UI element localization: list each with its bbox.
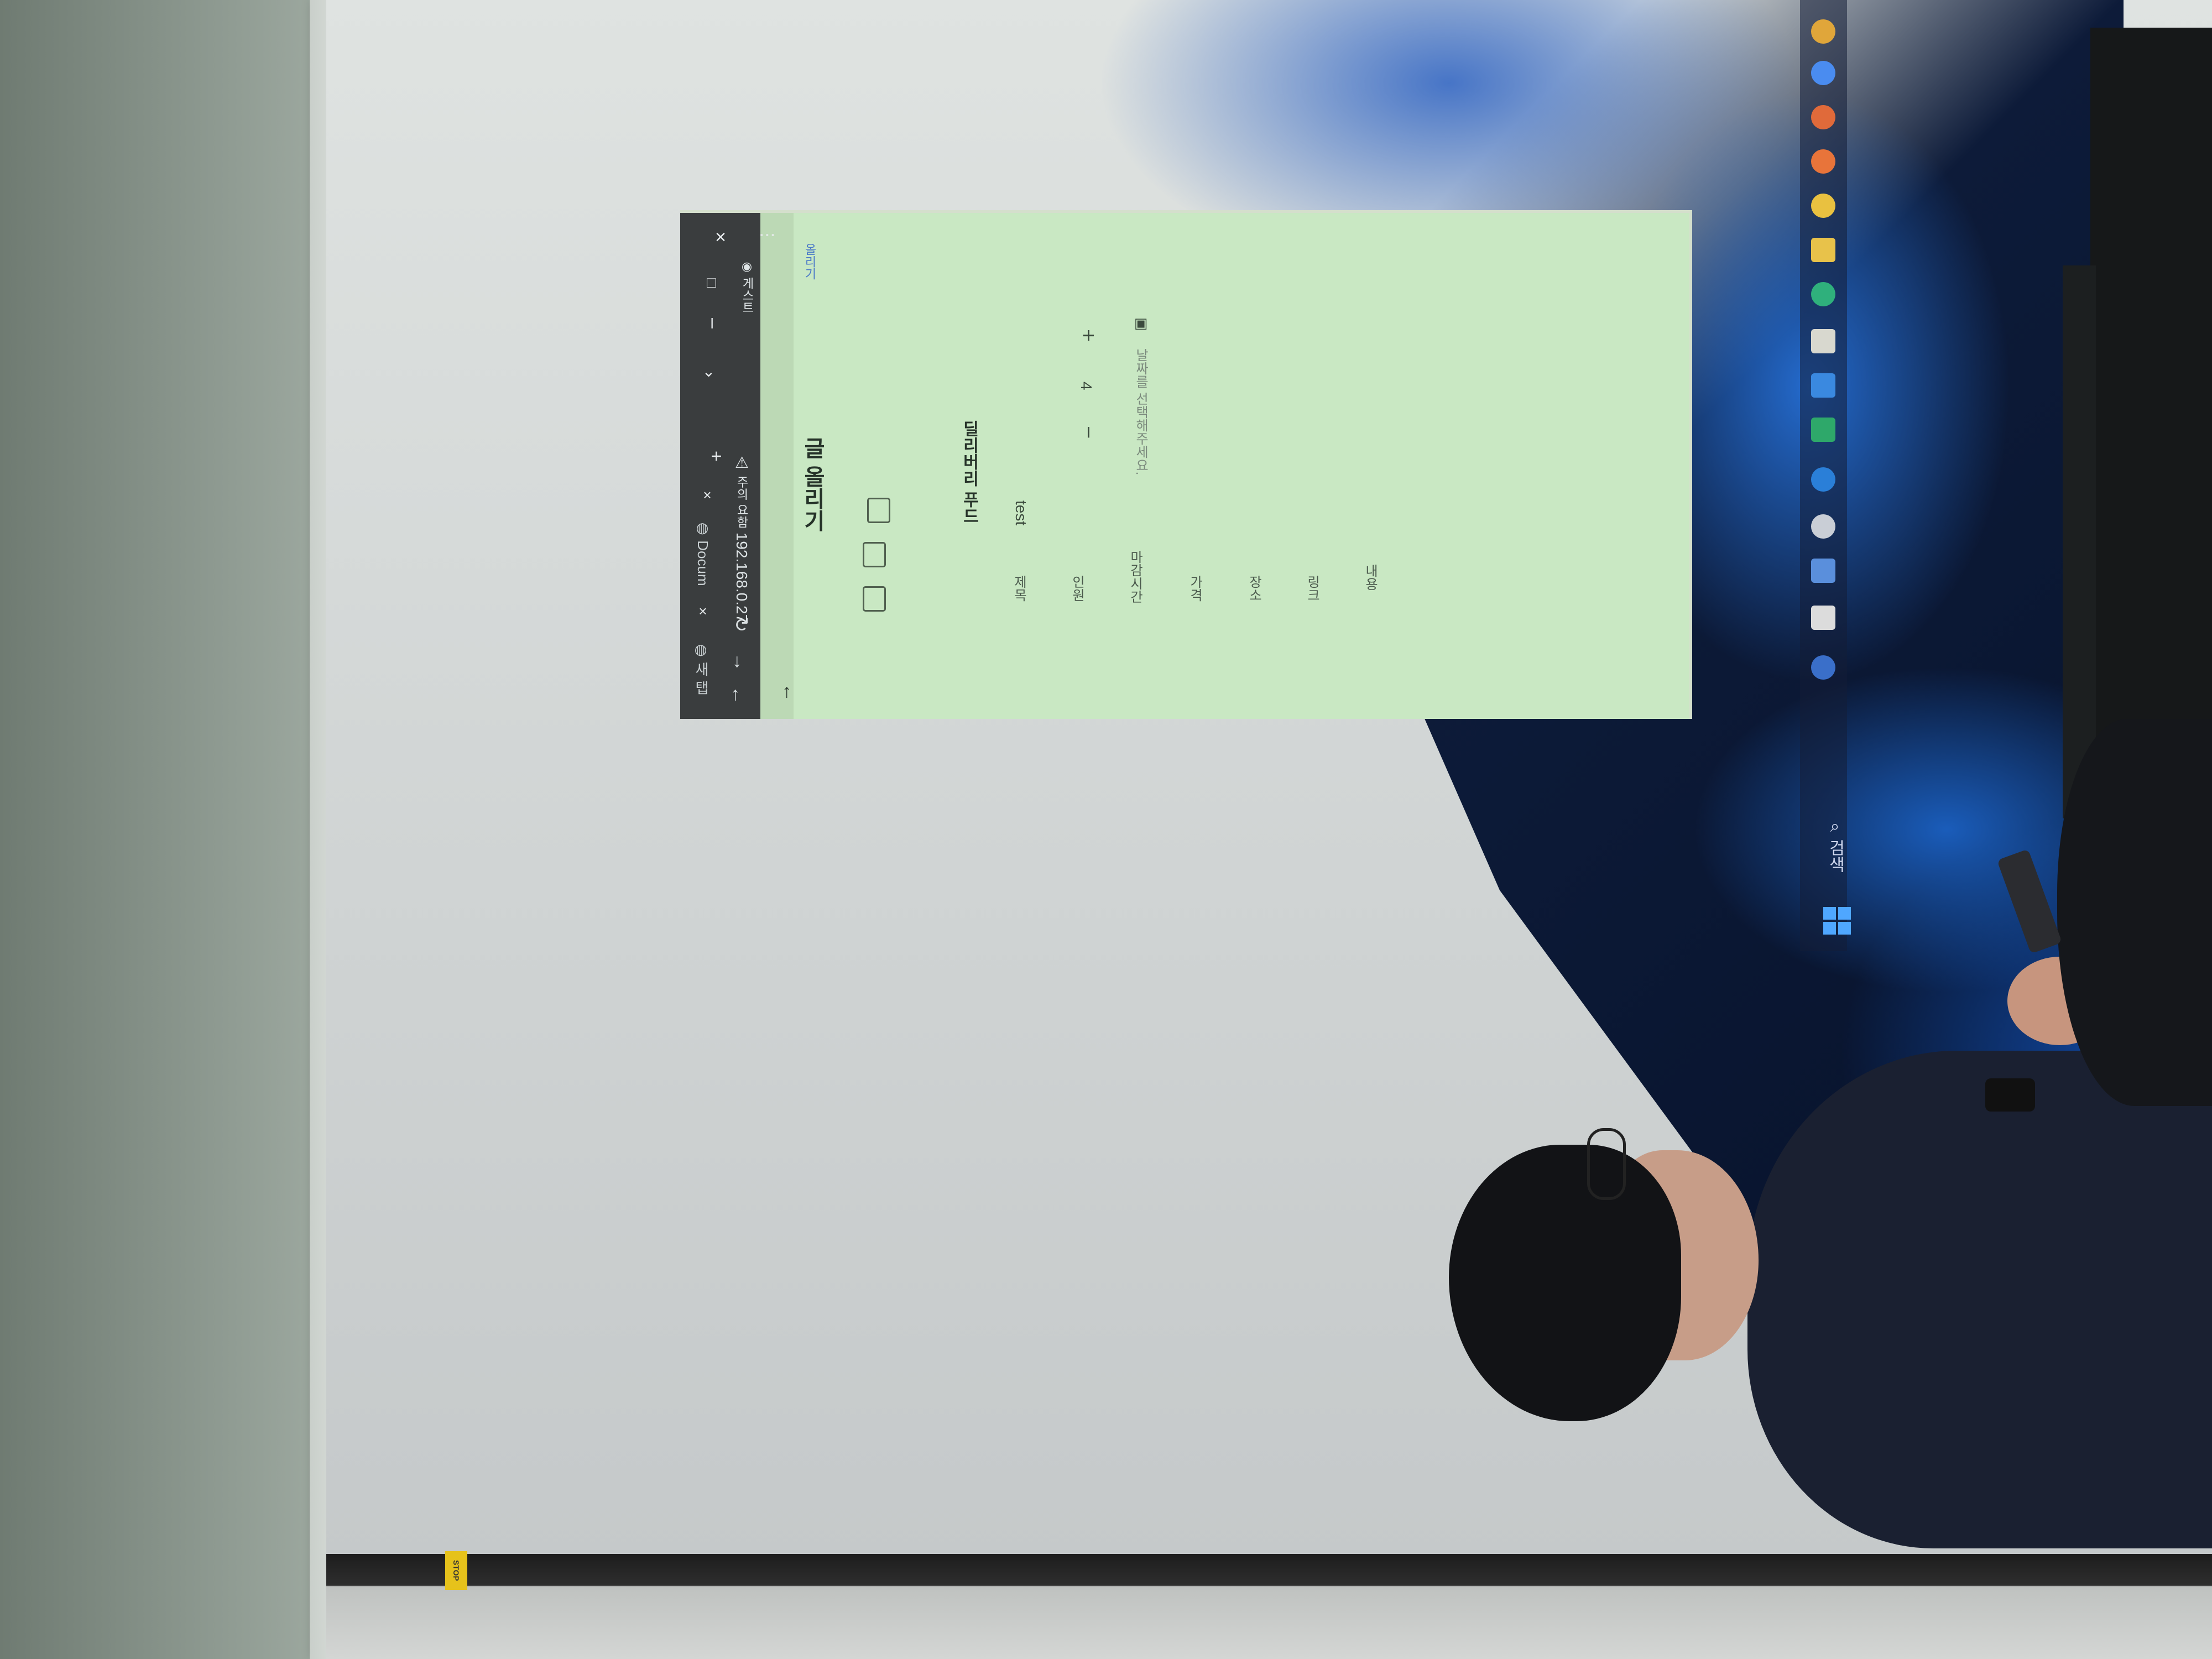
tab-document[interactable]: ◍ Docum xyxy=(694,520,711,586)
back-arrow-icon[interactable]: ← xyxy=(728,686,749,705)
tab-list-chevron-icon[interactable]: ⌄ xyxy=(700,362,717,380)
start-tile xyxy=(1838,907,1851,920)
page-back-arrow-icon[interactable]: ← xyxy=(779,683,800,702)
tab-close-icon[interactable]: × xyxy=(699,487,716,503)
new-tab-plus-icon[interactable]: + xyxy=(706,451,727,462)
globe-icon: ◍ xyxy=(693,641,709,662)
headcount-value: 4 xyxy=(1078,382,1095,390)
tab-close-icon[interactable]: × xyxy=(695,603,711,619)
forward-arrow-icon[interactable]: → xyxy=(729,653,750,671)
store-icon[interactable] xyxy=(1811,373,1835,398)
address-bar[interactable]: ⚠ 주의 요함 192.168.0.27 xyxy=(733,453,751,623)
glasses xyxy=(1587,1128,1626,1200)
edge-icon[interactable] xyxy=(1811,282,1835,306)
taskbar-search[interactable]: ⌕ 검색 xyxy=(1823,818,1847,873)
monitor xyxy=(2063,265,2096,818)
chrome-icon[interactable] xyxy=(1811,194,1835,218)
calendar-icon[interactable]: ▣ xyxy=(1133,315,1150,332)
tab-label: Docum xyxy=(695,540,711,586)
price-label: 가격 xyxy=(1187,575,1202,602)
globe-icon: ◍ xyxy=(695,520,711,541)
tab-label: 새 탭 xyxy=(693,662,709,695)
chrome-icon[interactable] xyxy=(1811,19,1835,44)
send-icon[interactable] xyxy=(1811,61,1835,85)
browser-titlebar xyxy=(680,213,760,719)
start-button[interactable] xyxy=(1823,907,1851,935)
tab-new-tab[interactable]: ◍ 새 탭 xyxy=(691,641,712,695)
presentation-clicker xyxy=(1985,1078,2035,1112)
page-header-bar xyxy=(760,213,794,719)
image-upload-icon[interactable] xyxy=(863,586,886,612)
profile-button[interactable]: ◉ 게스트 xyxy=(738,260,756,314)
folder-icon[interactable] xyxy=(1811,238,1835,262)
deadline-label: 마감시간 xyxy=(1128,550,1142,603)
maximize-icon[interactable]: □ xyxy=(703,274,720,291)
title-input[interactable]: test xyxy=(1013,500,1030,526)
link-label: 링크 xyxy=(1305,575,1319,602)
start-tile xyxy=(1823,907,1836,920)
warning-icon: ⚠ xyxy=(733,453,750,476)
title-label: 제목 xyxy=(1011,575,1026,602)
explorer-icon[interactable] xyxy=(1811,606,1835,630)
headcount-label: 인원 xyxy=(1070,575,1084,602)
image-upload-icon[interactable] xyxy=(867,498,890,523)
url-text: 192.168.0.27 xyxy=(733,532,750,623)
settings-icon[interactable] xyxy=(1811,514,1835,539)
photos-icon[interactable] xyxy=(1811,559,1835,583)
page-title: 글 올리기 xyxy=(800,437,825,532)
audience-member xyxy=(2057,719,2212,1106)
vscode-icon[interactable] xyxy=(1811,467,1835,492)
security-warning-label: 주의 요함 xyxy=(735,476,749,528)
submit-link[interactable]: 올리기 xyxy=(803,243,817,280)
image-upload-icon[interactable] xyxy=(863,542,886,567)
place-label: 장소 xyxy=(1246,575,1261,602)
widgets-icon[interactable] xyxy=(1811,655,1835,680)
deadline-input[interactable]: 날짜를 선택해주세요. xyxy=(1133,348,1148,476)
close-window-icon[interactable]: × xyxy=(710,227,731,248)
content-label: 내용 xyxy=(1363,564,1378,591)
browser-page xyxy=(760,213,1689,719)
store-name: 딜리버리 푸드 xyxy=(960,420,978,525)
start-tile xyxy=(1823,922,1836,935)
monitor xyxy=(2090,28,2212,774)
app-icon[interactable] xyxy=(1811,105,1835,129)
stop-sticker: STOP xyxy=(445,1551,467,1590)
taskbar-search-label: 검색 xyxy=(1826,839,1844,873)
profile-label: 게스트 xyxy=(740,277,754,314)
menu-dots-icon[interactable]: ⋮ xyxy=(758,227,776,243)
minus-button[interactable]: − xyxy=(1076,426,1100,439)
reload-icon[interactable]: ↻ xyxy=(731,617,752,633)
screen-bottom-bar xyxy=(326,1554,2212,1659)
presenter-hair xyxy=(1449,1145,1681,1421)
firefox-icon[interactable] xyxy=(1811,149,1835,174)
search-icon: ⌕ xyxy=(1826,818,1844,835)
notepad-icon[interactable] xyxy=(1811,329,1835,353)
minimize-icon[interactable]: – xyxy=(703,318,724,328)
presenter-body xyxy=(1747,1051,2212,1548)
teams-icon[interactable] xyxy=(1811,418,1835,442)
plus-button[interactable]: + xyxy=(1076,329,1100,342)
start-tile xyxy=(1838,922,1851,935)
user-icon: ◉ xyxy=(740,260,754,278)
